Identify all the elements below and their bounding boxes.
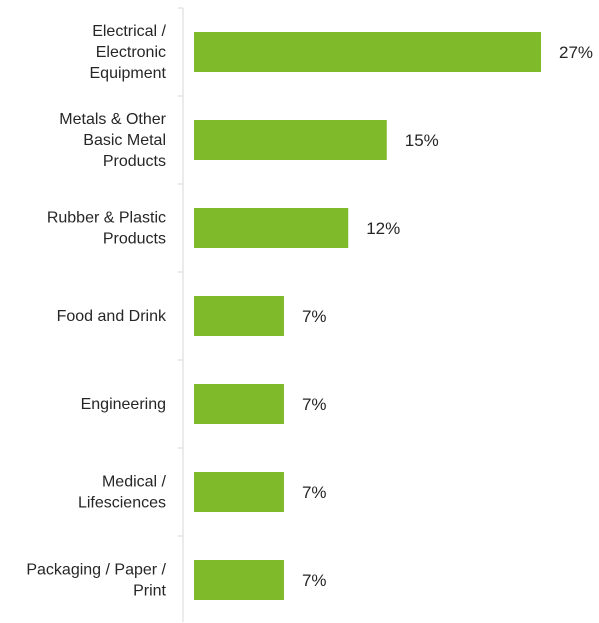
category-tick-label: Electrical /: [92, 23, 166, 40]
category-tick-label: Engineering: [81, 396, 166, 413]
category-tick-label: Metals & Other: [59, 111, 166, 128]
category-tick-label: Packaging / Paper /: [26, 562, 166, 579]
data-label: 12%: [366, 219, 400, 238]
bar: [194, 120, 387, 160]
data-label: 7%: [302, 571, 327, 590]
category-tick-label: Lifesciences: [78, 495, 166, 512]
category-tick-label: Products: [103, 231, 166, 248]
bar: [194, 384, 284, 424]
bar: [194, 560, 284, 600]
data-label: 7%: [302, 307, 327, 326]
category-tick-label: Electronic: [96, 44, 166, 61]
data-label: 7%: [302, 483, 327, 502]
bar: [194, 32, 541, 72]
data-label: 15%: [405, 131, 439, 150]
data-label: 7%: [302, 395, 327, 414]
category-tick-label: Food and Drink: [57, 308, 167, 325]
bar: [194, 472, 284, 512]
category-tick-label: Products: [103, 153, 166, 170]
category-tick-label: Print: [133, 583, 166, 600]
category-tick-label: Equipment: [90, 65, 167, 82]
data-label: 27%: [559, 43, 593, 62]
category-tick-label: Rubber & Plastic: [47, 210, 166, 227]
bar: [194, 296, 284, 336]
category-tick-label: Medical /: [102, 474, 167, 491]
bar: [194, 208, 349, 248]
category-tick-label: Basic Metal: [83, 132, 166, 149]
